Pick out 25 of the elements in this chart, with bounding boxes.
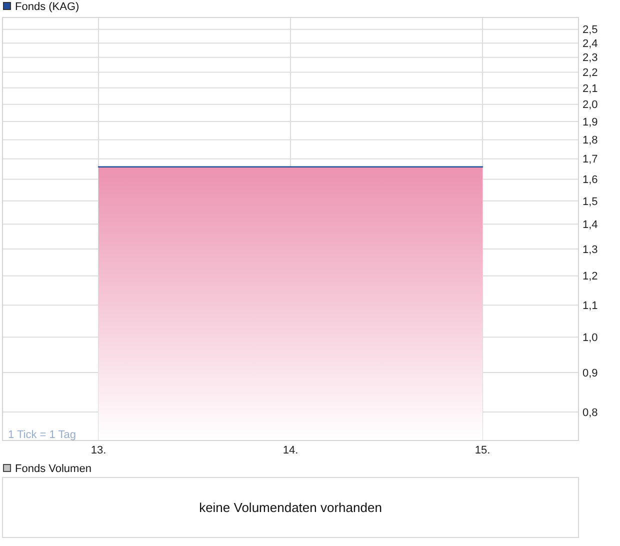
- y-tick-label: 0,9: [582, 367, 598, 380]
- y-tick-label: 1,1: [582, 300, 598, 312]
- y-tick-label: 1,0: [582, 332, 598, 344]
- x-tick-label: 15.: [474, 444, 490, 456]
- x-tick-label: 14.: [282, 444, 298, 456]
- x-tick-label: 13.: [90, 444, 106, 456]
- y-tick-label: 1,9: [582, 116, 598, 128]
- y-tick-label: 1,6: [582, 174, 598, 186]
- annotation: 1 Tick = 1 Tag: [8, 428, 76, 441]
- y-tick-label: 2,0: [582, 99, 598, 112]
- text: keine Volumendaten vorhanden: [199, 500, 382, 516]
- y-tick-label: 1,5: [582, 196, 598, 208]
- y-tick-label: 2,1: [582, 82, 598, 95]
- y-tick-label: 1,4: [582, 218, 598, 231]
- y-tick-label: 1,3: [582, 244, 598, 256]
- legend-label: Fonds (KAG): [15, 0, 80, 13]
- y-tick-label: 1,2: [582, 270, 598, 283]
- y-tick-label: 2,5: [582, 24, 598, 36]
- y-tick-label: 1,7: [582, 154, 598, 166]
- y-tick-label: 2,3: [582, 52, 598, 64]
- text: Fonds Volumen: [15, 462, 92, 475]
- y-tick-label: 2,4: [582, 38, 598, 50]
- y-tick-label: 1,8: [582, 134, 598, 147]
- y-tick-label: 2,2: [582, 67, 598, 80]
- y-tick-label: 0,8: [582, 406, 598, 419]
